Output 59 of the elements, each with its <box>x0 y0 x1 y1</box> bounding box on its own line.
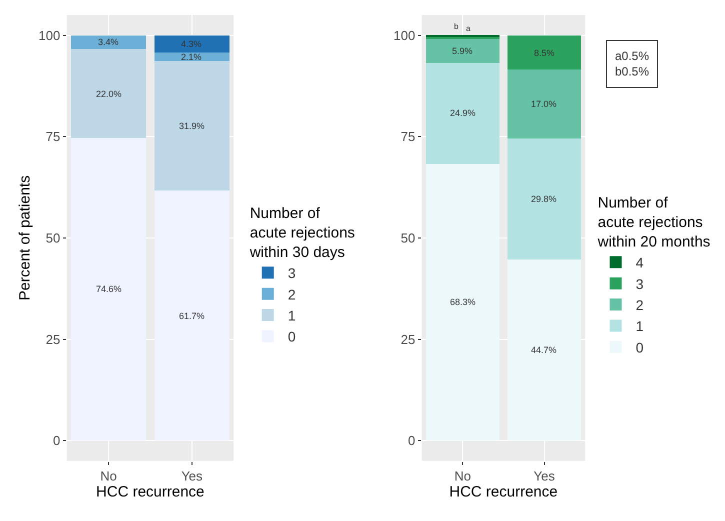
legend-label: 2 <box>636 296 644 313</box>
bar <box>154 190 230 441</box>
bar <box>508 70 582 139</box>
x-tick-label: No <box>100 468 117 484</box>
data-label: 8.5% <box>534 48 555 58</box>
y-tick-label: 25 <box>46 332 60 347</box>
bar <box>426 38 500 63</box>
legend-label: 0 <box>288 328 296 345</box>
y-tick-label: 100 <box>393 28 416 43</box>
bar <box>508 138 582 260</box>
data-label: 24.9% <box>450 108 476 118</box>
data-label: 61.7% <box>179 311 205 321</box>
data-label: a <box>466 24 471 33</box>
data-label: 4.3% <box>181 39 202 49</box>
y-tick-label: 50 <box>46 230 60 246</box>
y-tick-label: 25 <box>400 332 416 347</box>
legend-label: 2 <box>288 286 296 302</box>
bar <box>508 259 582 441</box>
bar <box>426 62 500 164</box>
data-label: 2.1% <box>181 52 202 62</box>
legend-label: 1 <box>288 307 296 324</box>
y-tick-label: 0 <box>408 433 416 448</box>
y-axis-title: Percent of patients <box>16 175 34 300</box>
data-label: 31.9% <box>179 121 205 131</box>
legend-title: Number of acute rejections within 30 days <box>248 205 355 262</box>
bar <box>70 35 146 50</box>
y-tick-label: 50 <box>400 230 416 246</box>
x-axis-title: HCC recurrence <box>449 484 558 500</box>
legend-label: 3 <box>288 265 296 282</box>
text: a0.5% b0.5% <box>615 49 650 79</box>
bar <box>426 164 500 441</box>
x-axis-title: HCC recurrence <box>96 484 204 500</box>
data-label: 29.8% <box>531 194 557 204</box>
y-tick-label: 100 <box>38 28 60 43</box>
y-tick-label: 75 <box>46 129 60 144</box>
legend-title: Number of acute rejections within 20 months <box>596 194 710 251</box>
y-tick-label: 0 <box>52 433 60 448</box>
legend-label: 4 <box>636 254 644 271</box>
data-label: 3.4% <box>98 37 119 47</box>
bar <box>154 35 230 53</box>
data-label: 5.9% <box>452 46 473 56</box>
bar <box>508 35 582 70</box>
legend-label: 3 <box>636 276 644 292</box>
bar <box>70 138 146 441</box>
data-label: 44.7% <box>531 345 557 355</box>
bar <box>70 49 146 138</box>
data-label: b <box>454 22 459 31</box>
bar <box>154 52 230 62</box>
data-label: 17.0% <box>531 99 557 109</box>
y-tick-label: 75 <box>400 129 416 144</box>
bar <box>154 61 230 191</box>
data-label: 74.6% <box>96 284 122 294</box>
data-label: 68.3% <box>450 297 476 307</box>
x-tick-label: Yes <box>534 468 556 484</box>
x-tick-label: Yes <box>181 468 204 484</box>
x-tick-label: No <box>454 468 471 484</box>
legend-label: 0 <box>636 339 644 356</box>
legend-label: 1 <box>636 318 644 334</box>
data-label: 22.0% <box>96 89 122 99</box>
